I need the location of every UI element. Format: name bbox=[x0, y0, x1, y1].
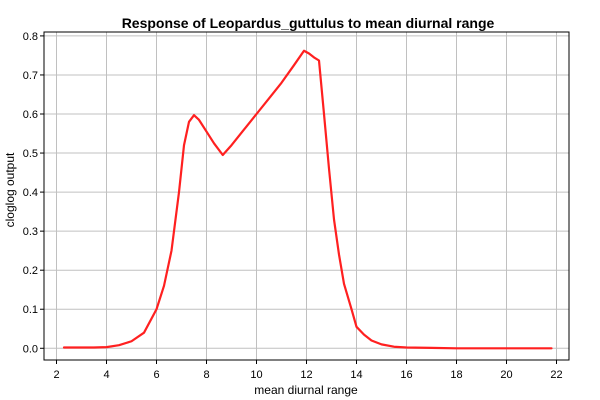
x-tick-label: 18 bbox=[450, 369, 462, 381]
y-axis-label: cloglog output bbox=[3, 152, 17, 227]
x-tick-label: 22 bbox=[550, 369, 562, 381]
y-tick-label: 0.3 bbox=[23, 226, 38, 238]
y-tick-label: 0.8 bbox=[23, 31, 38, 43]
y-tick-label: 0.5 bbox=[23, 148, 38, 160]
y-tick-label: 0.7 bbox=[23, 70, 38, 82]
x-tick-label: 16 bbox=[400, 369, 412, 381]
x-axis-label: mean diurnal range bbox=[254, 383, 358, 397]
x-tick-label: 8 bbox=[203, 369, 209, 381]
y-tick-label: 0.2 bbox=[23, 265, 38, 277]
x-tick-label: 20 bbox=[500, 369, 512, 381]
y-tick-label: 0.6 bbox=[23, 109, 38, 121]
x-tick-label: 12 bbox=[300, 369, 312, 381]
y-axis-ticks: 0.0 0.1 0.2 0.3 0.4 0.5 0.6 0.7 0.8 bbox=[23, 31, 44, 355]
plot-frame-border bbox=[43, 31, 570, 361]
series-layer bbox=[62, 49, 553, 350]
y-tick-label: 0.4 bbox=[23, 187, 38, 199]
x-tick-label: 6 bbox=[153, 369, 159, 381]
x-axis-ticks: 2 4 6 8 10 12 14 16 18 20 22 bbox=[53, 360, 563, 381]
response-curve bbox=[62, 49, 553, 350]
x-tick-label: 14 bbox=[350, 369, 362, 381]
y-tick-label: 0.0 bbox=[23, 343, 38, 355]
x-tick-label: 2 bbox=[53, 369, 59, 381]
x-tick-label: 10 bbox=[250, 369, 262, 381]
x-tick-label: 4 bbox=[103, 369, 109, 381]
chart-title: Response of Leopardus_guttulus to mean d… bbox=[122, 15, 495, 31]
y-tick-label: 0.1 bbox=[23, 304, 38, 316]
grid-lines bbox=[44, 32, 569, 360]
